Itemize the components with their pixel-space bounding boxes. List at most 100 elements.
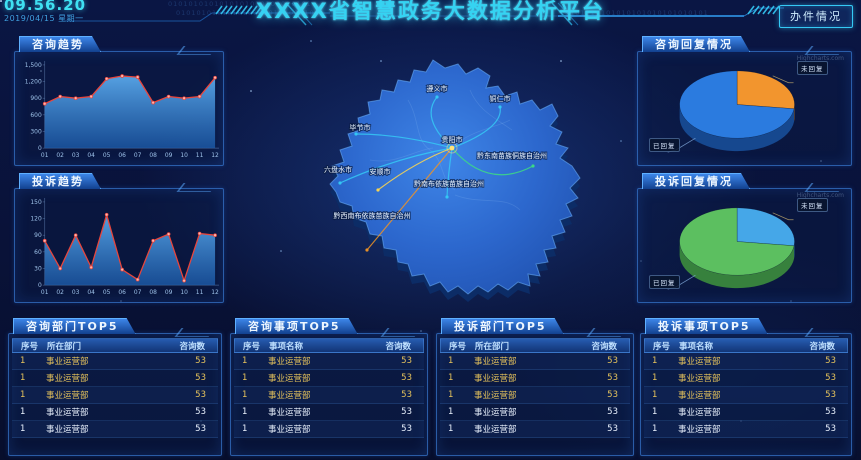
- table-cell: 53: [195, 424, 206, 434]
- table-cell: 1: [20, 373, 26, 383]
- table-header-row: 序号 所在部门 咨询数: [12, 338, 218, 353]
- city-label: 黔南布依族苗族自治州: [414, 179, 484, 188]
- y-tick-label: 1,500: [25, 62, 42, 69]
- top5-table: 序号 所在部门 咨询数 1 事业运营部 53 1 事业运营部 53 1 事业运营部 53 1 事业运营部 5…: [12, 338, 218, 438]
- table-cell: 事业运营部: [678, 425, 721, 435]
- flight-line: [339, 147, 453, 184]
- table-row: 1 事业运营部 53: [440, 387, 630, 404]
- panel-title-tab: 咨询部门TOP5: [13, 318, 136, 334]
- table-cell: 1: [652, 373, 658, 383]
- table-row: 1 事业运营部 53: [644, 353, 848, 370]
- panel-complaint-reply: 投诉回复情况 Highcharts.com 未回复 已回复: [637, 173, 852, 303]
- x-tick-label: 05: [103, 289, 111, 296]
- data-point: [120, 267, 124, 272]
- case-status-button[interactable]: 办件情况: [779, 5, 853, 28]
- y-tick-label: 300: [30, 128, 42, 135]
- data-point: [89, 94, 94, 99]
- panel-body: 0 30 60 90 120 150 01 02 03 04 05 06 07 08 09 10 11 12: [14, 188, 224, 303]
- panel-notch-decor: [804, 46, 846, 55]
- table-cell: 事业运营部: [46, 391, 89, 401]
- panel-complaint-dept-top5: 投诉部门TOP5 序号 所在部门 咨询数 1 事业运营部 53 1 事业运营部 53 1 事业运营部…: [436, 318, 634, 456]
- table-cell: 事业运营部: [46, 374, 89, 384]
- top5-table: 序号 事项名称 咨询数 1 事业运营部 53 1 事业运营部 53 1 事业运营部 53 1 事业运营部 5…: [644, 338, 848, 438]
- y-tick-label: 60: [34, 249, 42, 256]
- table-cell: 1: [448, 390, 454, 400]
- table-row: 1 事业运营部 53: [12, 370, 218, 387]
- table-cell: 53: [195, 407, 206, 417]
- x-tick-label: 02: [56, 152, 64, 159]
- x-tick-label: 10: [180, 289, 188, 296]
- table-cell: 1: [448, 407, 454, 417]
- table-cell: 53: [401, 407, 412, 417]
- panel-notch-decor: [804, 328, 846, 337]
- data-point: [120, 74, 124, 78]
- table-cell: 1: [20, 356, 26, 366]
- pie-slice-已回复: [679, 70, 795, 139]
- consult-reply-pie: [667, 70, 795, 153]
- table-cell: 1: [242, 390, 248, 400]
- y-tick-label: 90: [34, 232, 42, 239]
- y-tick-label: 900: [30, 95, 42, 102]
- data-point: [182, 96, 186, 101]
- data-point: [89, 265, 94, 270]
- x-tick-label: 04: [87, 152, 95, 159]
- table-cell: 53: [607, 373, 618, 383]
- table-cell: 事业运营部: [268, 391, 311, 401]
- flight-line: [430, 96, 453, 149]
- panel-title-tab: 咨询事项TOP5: [235, 318, 358, 334]
- table-header-cell: 序号: [243, 341, 261, 352]
- data-point: [151, 238, 155, 243]
- table-row: 1 事业运营部 53: [12, 404, 218, 421]
- complaint-reply-pie: [667, 207, 795, 290]
- table-cell: 53: [195, 390, 206, 400]
- data-point: [104, 76, 109, 81]
- table-cell: 事业运营部: [46, 408, 89, 418]
- table-header-cell: 序号: [653, 341, 671, 352]
- data-point: [182, 278, 186, 283]
- inner-borders: [369, 89, 521, 211]
- table-row: 1 事业运营部 53: [440, 353, 630, 370]
- pie-label-unreplied: 未回复: [797, 198, 828, 212]
- y-tick-label: 30: [34, 265, 42, 272]
- table-row: 1 事业运营部 53: [440, 421, 630, 438]
- panel-notch-decor: [380, 328, 422, 337]
- table-row: 1 事业运营部 53: [12, 353, 218, 370]
- city-label: 黔东南苗族侗族自治州: [477, 151, 547, 160]
- table-cell: 1: [242, 407, 248, 417]
- city-label: 遵义市: [427, 84, 448, 93]
- x-tick-label: 08: [149, 152, 157, 159]
- panel-body: [8, 333, 222, 456]
- pie-label-replied: 已回复: [649, 275, 680, 289]
- pie-slice-未回复: [736, 207, 795, 247]
- table-row: 1 事业运营部 53: [644, 387, 848, 404]
- panel-body: 0 300 600 900 1,200 1,500 01 02 03 04 05 06 07 08 09 10…: [14, 51, 224, 166]
- table-header-cell: 咨询数: [179, 341, 205, 352]
- table-cell: 53: [825, 356, 836, 366]
- table-cell: 事业运营部: [46, 425, 89, 435]
- panel-consult-trend: 咨询趋势 0 300 600 900 1,200 1,500 01 02 03 04 05 06 07 0…: [14, 36, 224, 166]
- table-header-row: 序号 所在部门 咨询数: [440, 338, 630, 353]
- data-point: [104, 212, 109, 217]
- table-header-row: 序号 事项名称 咨询数: [644, 338, 848, 353]
- table-row: 1 事业运营部 53: [644, 421, 848, 438]
- table-row: 1 事业运营部 53: [644, 370, 848, 387]
- date: 2019/04/15 星期一: [4, 14, 84, 23]
- table-cell: 事业运营部: [268, 408, 311, 418]
- table-header-row: 序号 事项名称 咨询数: [234, 338, 424, 353]
- x-tick-label: 10: [180, 152, 188, 159]
- page-title: XXXX省智慧政务大数据分析平台: [256, 0, 605, 23]
- table-header-cell: 咨询数: [809, 341, 835, 352]
- table-row: 1 事业运营部 53: [440, 404, 630, 421]
- table-cell: 53: [401, 356, 412, 366]
- table-cell: 53: [401, 424, 412, 434]
- flight-line: [451, 147, 534, 176]
- table-cell: 1: [652, 407, 658, 417]
- panel-notch-decor: [804, 183, 846, 192]
- data-point: [42, 238, 47, 243]
- y-tick-label: 0: [38, 145, 42, 152]
- table-cell: 53: [607, 390, 618, 400]
- table-cell: 53: [401, 373, 412, 383]
- table-cell: 53: [607, 356, 618, 366]
- x-tick-label: 12: [211, 152, 219, 159]
